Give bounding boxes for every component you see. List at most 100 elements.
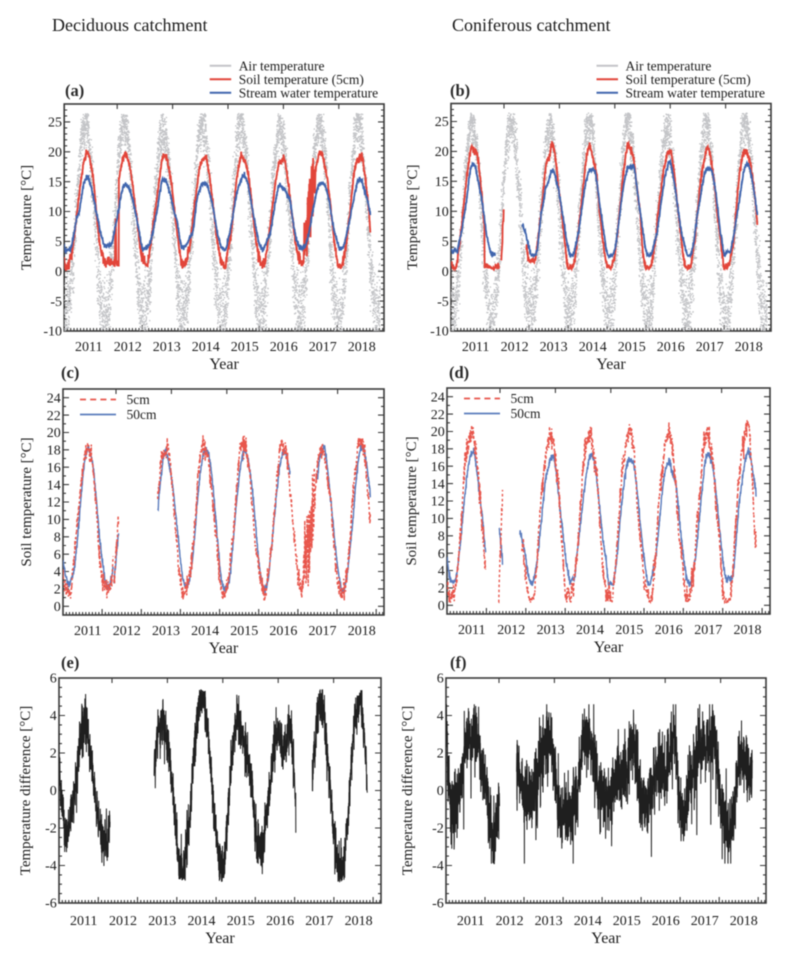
svg-text:10: 10	[431, 512, 445, 527]
svg-text:2016: 2016	[270, 340, 298, 355]
svg-text:Stream water temperature: Stream water temperature	[239, 85, 378, 100]
svg-text:-6: -6	[45, 897, 57, 912]
svg-text:2017: 2017	[309, 340, 337, 355]
svg-text:0: 0	[438, 599, 445, 614]
svg-text:-6: -6	[432, 897, 444, 912]
svg-text:0: 0	[54, 600, 61, 615]
svg-text:-4: -4	[432, 859, 444, 874]
svg-text:2012: 2012	[501, 340, 529, 355]
svg-text:2: 2	[438, 582, 445, 597]
svg-text:2011: 2011	[70, 914, 97, 929]
svg-text:0: 0	[437, 784, 444, 799]
svg-text:2015: 2015	[618, 340, 646, 355]
svg-text:(a): (a)	[65, 81, 84, 100]
svg-text:16: 16	[431, 460, 445, 475]
svg-text:2014: 2014	[188, 914, 216, 929]
svg-text:Year: Year	[209, 356, 239, 373]
svg-text:2014: 2014	[191, 624, 219, 639]
svg-text:2018: 2018	[735, 340, 763, 355]
svg-text:Stream water temperature: Stream water temperature	[626, 85, 765, 100]
svg-text:2012: 2012	[497, 623, 525, 638]
svg-text:2016: 2016	[269, 624, 297, 639]
svg-text:Temperature difference [°C]: Temperature difference [°C]	[18, 706, 34, 876]
svg-text:20: 20	[435, 145, 449, 160]
svg-text:2015: 2015	[230, 624, 258, 639]
svg-text:2015: 2015	[615, 623, 643, 638]
svg-text:2017: 2017	[305, 914, 333, 929]
svg-text:Soil temperature (5cm): Soil temperature (5cm)	[626, 72, 751, 87]
svg-text:5: 5	[442, 235, 449, 250]
svg-text:4: 4	[437, 709, 444, 724]
svg-text:2014: 2014	[192, 340, 220, 355]
svg-text:2018: 2018	[730, 914, 758, 929]
svg-text:2016: 2016	[657, 340, 685, 355]
svg-text:0: 0	[50, 784, 57, 799]
svg-text:-2: -2	[45, 822, 57, 837]
svg-text:2014: 2014	[574, 914, 602, 929]
svg-text:(d): (d)	[449, 363, 469, 382]
svg-text:18: 18	[47, 444, 61, 459]
svg-text:2015: 2015	[613, 914, 641, 929]
svg-text:2011: 2011	[457, 914, 484, 929]
svg-text:20: 20	[48, 146, 62, 161]
svg-text:10: 10	[48, 205, 62, 220]
svg-text:2013: 2013	[535, 914, 563, 929]
svg-text:2: 2	[50, 747, 57, 762]
svg-text:2014: 2014	[576, 623, 604, 638]
svg-text:(c): (c)	[61, 363, 79, 382]
svg-text:2013: 2013	[537, 623, 565, 638]
svg-text:6: 6	[438, 547, 445, 562]
svg-text:(e): (e)	[61, 653, 79, 672]
svg-text:2015: 2015	[227, 914, 255, 929]
svg-text:5: 5	[55, 235, 62, 250]
svg-text:2016: 2016	[655, 623, 683, 638]
svg-text:Deciduous catchment: Deciduous catchment	[52, 15, 207, 35]
svg-text:(b): (b)	[450, 81, 470, 100]
svg-text:-2: -2	[432, 822, 444, 837]
svg-text:2018: 2018	[348, 340, 376, 355]
svg-text:Soil temperature [°C]: Soil temperature [°C]	[19, 437, 35, 566]
svg-text:12: 12	[47, 496, 61, 511]
svg-text:(f): (f)	[450, 653, 466, 672]
svg-text:2015: 2015	[231, 340, 259, 355]
svg-text:2012: 2012	[109, 914, 137, 929]
svg-text:2013: 2013	[152, 624, 180, 639]
svg-text:10: 10	[47, 513, 61, 528]
svg-text:0: 0	[55, 265, 62, 280]
svg-text:2012: 2012	[496, 914, 524, 929]
svg-text:16: 16	[47, 461, 61, 476]
svg-text:-5: -5	[437, 295, 449, 310]
svg-text:50cm: 50cm	[511, 406, 541, 421]
svg-text:10: 10	[435, 205, 449, 220]
svg-text:2017: 2017	[696, 340, 724, 355]
svg-text:2016: 2016	[652, 914, 680, 929]
svg-text:2011: 2011	[462, 340, 489, 355]
svg-text:Air temperature: Air temperature	[626, 58, 712, 73]
svg-text:2014: 2014	[579, 340, 607, 355]
svg-text:18: 18	[431, 443, 445, 458]
svg-text:2018: 2018	[348, 624, 376, 639]
svg-text:20: 20	[47, 426, 61, 441]
svg-text:22: 22	[431, 408, 445, 423]
svg-text:4: 4	[54, 565, 61, 580]
svg-text:6: 6	[437, 672, 444, 687]
svg-text:12: 12	[431, 495, 445, 510]
svg-text:8: 8	[54, 531, 61, 546]
svg-text:2013: 2013	[153, 340, 181, 355]
svg-text:Year: Year	[205, 930, 235, 947]
svg-text:24: 24	[47, 391, 61, 406]
svg-text:24: 24	[431, 390, 445, 405]
svg-text:25: 25	[48, 116, 62, 131]
svg-text:Soil temperature (5cm): Soil temperature (5cm)	[239, 72, 364, 87]
svg-text:2011: 2011	[75, 340, 102, 355]
svg-text:8: 8	[438, 530, 445, 545]
svg-text:14: 14	[431, 477, 445, 492]
svg-text:50cm: 50cm	[127, 407, 157, 422]
svg-text:Year: Year	[594, 639, 624, 656]
svg-text:2: 2	[437, 747, 444, 762]
svg-text:2: 2	[54, 583, 61, 598]
svg-text:Temperature difference [°C]: Temperature difference [°C]	[400, 706, 416, 876]
svg-text:2017: 2017	[309, 624, 337, 639]
svg-text:2017: 2017	[694, 623, 722, 638]
svg-text:14: 14	[47, 478, 61, 493]
